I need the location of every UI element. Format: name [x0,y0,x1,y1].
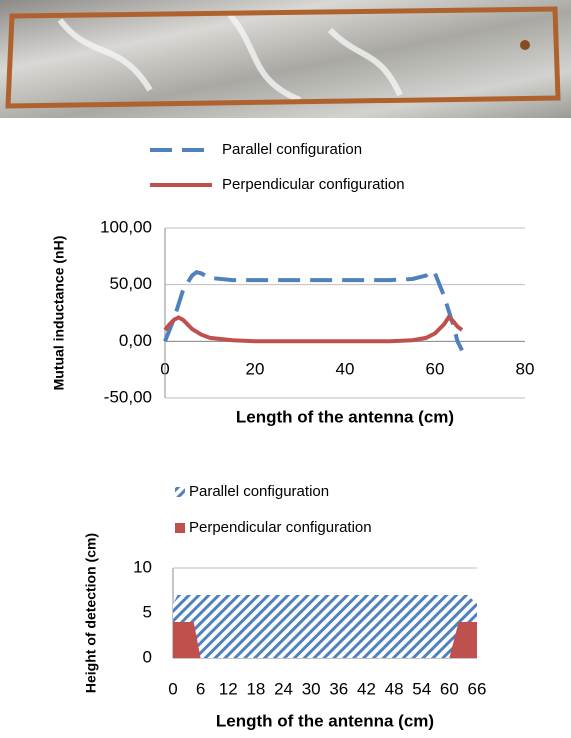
y-tick-label: 0,00 [119,331,152,350]
x-tick-label: 30 [302,679,321,698]
photo [0,0,571,118]
x-tick-label: 42 [357,679,376,698]
x-axis-title: Length of the antenna (cm) [216,711,434,730]
series-area [173,595,477,658]
x-tick-label: 40 [336,359,355,378]
x-axis-title: Length of the antenna (cm) [236,407,454,426]
y-tick-label: 5 [143,602,152,621]
x-tick-label: 36 [329,679,348,698]
y-tick-label: 0 [143,647,152,666]
x-tick-label: 20 [246,359,265,378]
x-tick-label: 80 [516,359,535,378]
x-tick-label: 18 [246,679,265,698]
y-axis-title: Mutual inductance (nH) [51,236,67,391]
y-tick-label: -50,00 [104,387,152,406]
x-tick-label: 60 [440,679,459,698]
x-tick-label: 0 [168,679,177,698]
x-tick-label: 24 [274,679,293,698]
y-tick-label: 50,00 [109,274,152,293]
legend-label: Parallel configuration [222,141,362,158]
x-tick-label: 48 [385,679,404,698]
y-axis-title: Height of detection (cm) [83,533,99,693]
legend-swatch [175,487,185,497]
legend-label: Perpendicular configuration [222,176,405,193]
x-tick-label: 60 [426,359,445,378]
x-tick-label: 54 [412,679,431,698]
series-line [163,268,464,352]
x-tick-label: 66 [468,679,487,698]
series-line [163,314,464,344]
y-tick-label: 100,00 [100,217,152,236]
legend-label: Perpendicular configuration [189,519,372,536]
legend-label: Parallel configuration [189,483,329,500]
x-tick-label: 6 [196,679,205,698]
y-tick-label: 10 [133,557,152,576]
x-tick-label: 12 [219,679,238,698]
legend-swatch [175,523,185,533]
